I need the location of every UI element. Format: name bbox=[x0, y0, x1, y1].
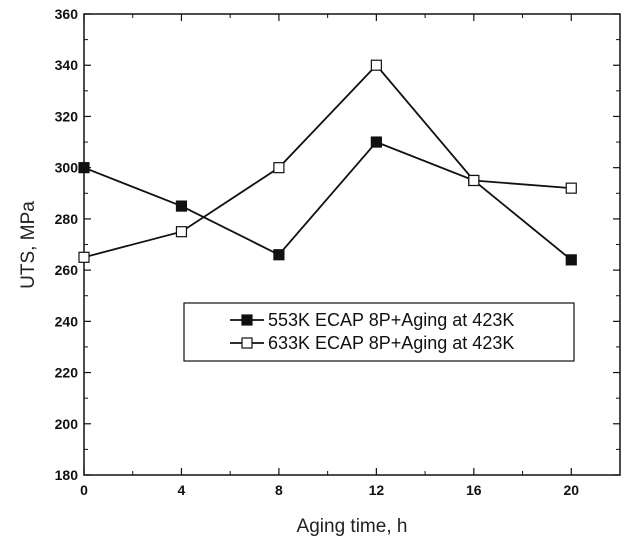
series-1-point bbox=[273, 249, 285, 261]
series-2-point bbox=[78, 251, 90, 263]
y-tick-label: 280 bbox=[55, 211, 79, 227]
y-axis-title: UTS, MPa bbox=[18, 201, 39, 289]
y-tick-label: 180 bbox=[55, 467, 79, 483]
legend-box bbox=[183, 302, 575, 362]
y-tick-label: 300 bbox=[55, 160, 79, 176]
series-2-point bbox=[175, 226, 188, 238]
y-tick-label: 220 bbox=[55, 365, 79, 381]
x-tick-label: 4 bbox=[178, 482, 186, 498]
y-tick-label: 360 bbox=[55, 6, 79, 22]
series-1-point bbox=[565, 254, 577, 266]
series-1-point bbox=[78, 162, 90, 174]
y-tick-label: 320 bbox=[55, 108, 79, 124]
series-1-point bbox=[175, 200, 188, 212]
series-layer bbox=[78, 59, 577, 266]
x-tick-label: 0 bbox=[80, 482, 88, 498]
plot-frame bbox=[83, 13, 621, 476]
series-2-point bbox=[273, 162, 285, 174]
x-axis-title: Aging time, h bbox=[297, 516, 408, 537]
x-tick-label: 20 bbox=[563, 482, 579, 498]
legend-marker-2 bbox=[241, 337, 253, 349]
y-tick-label: 260 bbox=[55, 262, 79, 278]
series-2-point bbox=[370, 59, 382, 71]
x-tick-label: 12 bbox=[369, 482, 385, 498]
y-tick-label: 340 bbox=[55, 57, 79, 73]
x-tick-label: 8 bbox=[275, 482, 283, 498]
legend-label-1: 553K ECAP 8P+Aging at 423K bbox=[268, 310, 514, 330]
y-tick-label: 240 bbox=[55, 313, 79, 329]
axes: 0 4 8 12 16 20 180 200 220 240 260 280 300 320 340 360 bbox=[55, 6, 620, 498]
legend-marker-1 bbox=[241, 314, 253, 326]
series-line-1 bbox=[83, 140, 572, 261]
series-line-2 bbox=[83, 63, 572, 259]
legend-label-2: 633K ECAP 8P+Aging at 423K bbox=[268, 333, 514, 353]
x-tick-label: 16 bbox=[466, 482, 482, 498]
series-2-point bbox=[468, 174, 480, 187]
legend: 553K ECAP 8P+Aging at 423K 633K ECAP 8P+A… bbox=[183, 302, 575, 362]
y-tick-label: 200 bbox=[55, 416, 79, 432]
series-2-point bbox=[565, 182, 577, 194]
series-1-point bbox=[370, 136, 382, 148]
